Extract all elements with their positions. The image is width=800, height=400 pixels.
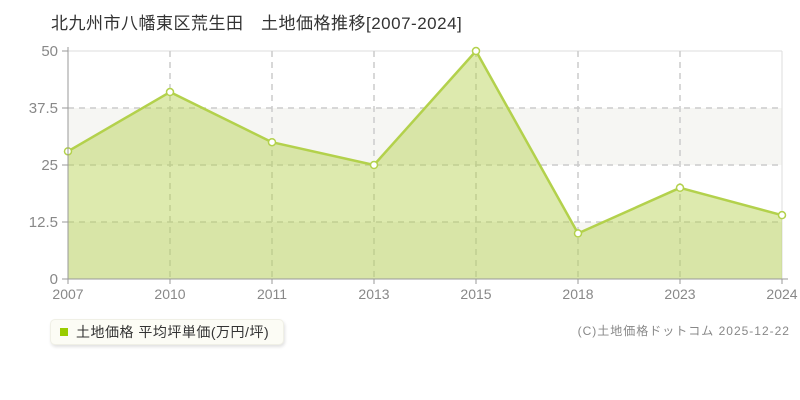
chart-line [67,49,783,235]
svg-text:0: 0 [50,271,58,288]
legend-square-icon [60,328,68,336]
chart-axes [62,47,788,284]
legend: 土地価格 平均坪単価(万円/坪) [50,319,285,345]
svg-text:50: 50 [41,43,58,60]
chart-border [68,50,783,279]
svg-text:2023: 2023 [664,286,695,302]
chart-bands [68,108,782,279]
svg-text:12.5: 12.5 [29,214,58,231]
svg-text:2024: 2024 [766,286,797,302]
svg-text:2010: 2010 [154,286,185,302]
svg-text:2018: 2018 [562,286,593,302]
svg-text:2015: 2015 [460,286,491,302]
svg-text:37.5: 37.5 [29,100,58,117]
copyright-text: (C)土地価格ドットコム 2025-12-22 [577,324,790,338]
chart-points [63,46,787,238]
svg-text:25: 25 [41,157,58,174]
svg-text:2011: 2011 [257,286,287,302]
page-title: 北九州市八幡東区荒生田 土地価格推移[2007-2024] [51,14,463,33]
svg-text:2013: 2013 [358,286,389,302]
legend-label: 土地価格 平均坪単価(万円/坪) [76,324,270,340]
x-axis-labels: 2007 2010 2011 2013 2015 2018 2023 2024 [52,286,797,302]
land-price-trend-chart: 0 12.5 25 37.5 50 2007 2010 2011 2013 2015 2018 202… [29,43,798,302]
svg-text:2007: 2007 [52,286,83,302]
y-axis-labels: 0 12.5 25 37.5 50 [29,43,58,288]
